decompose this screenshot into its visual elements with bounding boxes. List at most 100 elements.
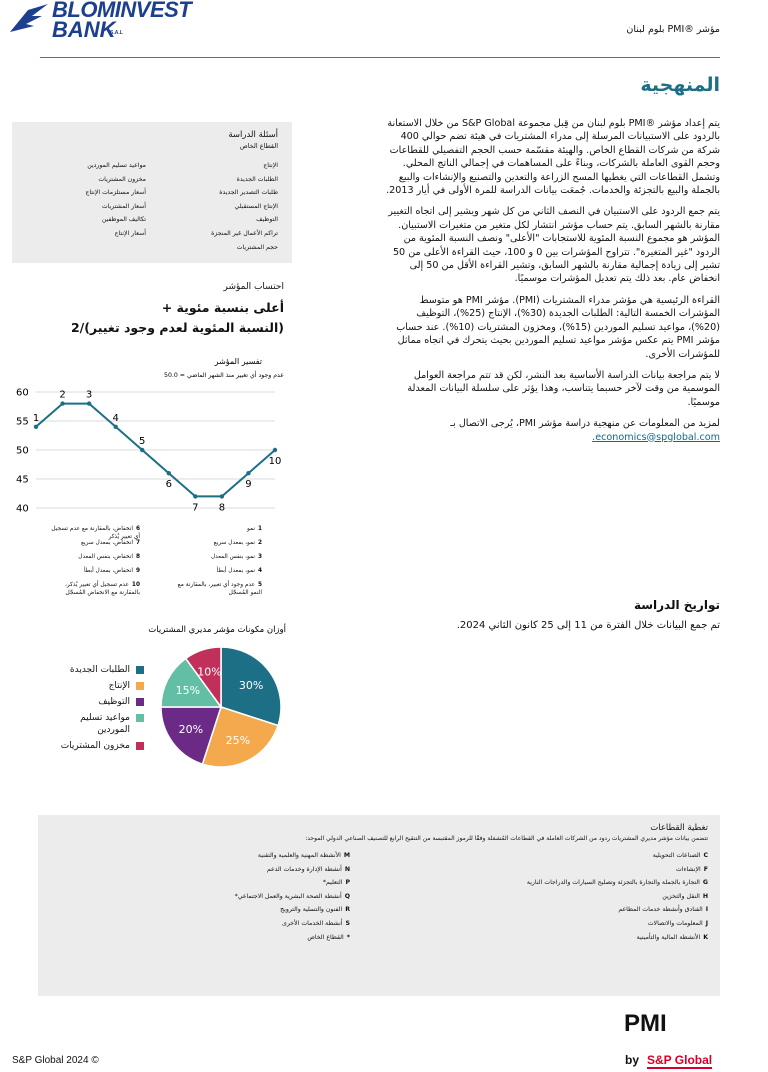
sector-item: Sأنشطة الخدمات الأخرى bbox=[282, 920, 350, 927]
report-title: مؤشر ®PMI بلوم لبنان bbox=[626, 24, 720, 35]
note-item: 5عدم وجود أي تغيير، بالمقارنة مع النمو ا… bbox=[170, 582, 262, 597]
sector-code: M bbox=[343, 852, 350, 859]
sector-code: Q bbox=[344, 892, 350, 900]
note-text: عدم تسجيل أي تغيير يُذكر، بالمقارنة مع ا… bbox=[65, 582, 140, 596]
question-item: تكاليف الموظفين bbox=[101, 216, 146, 224]
sector-item: Rالفنون والتسلية والترويج bbox=[280, 906, 350, 913]
question-item: تراكم الأعمال غير المنجزة bbox=[211, 230, 278, 237]
slice-label: 20% bbox=[179, 723, 203, 736]
point bbox=[86, 401, 92, 406]
sector-code: K bbox=[703, 933, 708, 941]
sector-name: القطاع الخاص bbox=[307, 933, 344, 941]
pie-slice bbox=[184, 646, 222, 710]
point bbox=[140, 447, 145, 453]
pie-slice bbox=[160, 657, 223, 708]
box-title: أسئلة الدراسة bbox=[228, 130, 278, 140]
note-item: 4نمو، بمعدل أبطأ bbox=[170, 568, 262, 576]
box-title: تغطية القطاعات bbox=[650, 823, 708, 833]
point bbox=[113, 424, 118, 429]
point bbox=[193, 494, 198, 499]
note-item: 10عدم تسجيل أي تغيير يُذكر، بالمقارنة مع… bbox=[48, 582, 140, 597]
note-text: نمو، بنفس المعدل bbox=[210, 554, 255, 560]
email-link[interactable]: economics@spglobal.com. bbox=[592, 431, 720, 443]
formula: (النسبة المئوية لعدم وجود تغيير)/2 bbox=[70, 320, 284, 335]
chart-title: أوزان مكونات مؤشر مديري المشتريات bbox=[148, 623, 286, 635]
sector-item: Jالمعلومات والاتصالات bbox=[648, 920, 708, 927]
sector-item: Nأنشطة الإدارة وخدمات الدعم bbox=[267, 866, 350, 873]
question-item: أسعار المشتريات bbox=[101, 202, 146, 210]
sector-name: الفنون والتسلية والترويج bbox=[280, 906, 343, 914]
sector-name: المعلومات والاتصالات bbox=[647, 920, 703, 927]
point-label: 4 bbox=[112, 413, 118, 424]
sector-item: *القطاع الخاص bbox=[307, 934, 350, 941]
question-item: الإنتاج bbox=[263, 162, 278, 169]
sector-code: R bbox=[345, 906, 350, 914]
logo-suffix: S.A.L bbox=[110, 30, 123, 36]
point-label: 6 bbox=[166, 479, 172, 490]
note-number: 2 bbox=[257, 540, 262, 546]
y-tick-label: 50 bbox=[16, 446, 29, 457]
legend-label: مواعيد تسليم الموردين bbox=[80, 713, 130, 735]
point-label: 1 bbox=[33, 413, 39, 424]
sector-item: Qأنشطة الصحة البشرية والعمل الاجتماعي* bbox=[235, 893, 350, 900]
note-number: 6 bbox=[135, 526, 140, 532]
note-item: 2نمو، بمعدل سريع bbox=[170, 540, 262, 548]
brand-by: by bbox=[625, 1053, 640, 1067]
legend-swatch bbox=[136, 698, 144, 706]
sector-item: Fالإنشاءات bbox=[676, 866, 708, 873]
note-item: 9انخفاض، بمعدل أبطأ bbox=[48, 568, 140, 576]
logo-text: BANK bbox=[52, 17, 116, 42]
note-number: 1 bbox=[257, 526, 262, 532]
slice-label: 15% bbox=[176, 684, 200, 697]
note-text: عدم وجود أي تغيير، بالمقارنة مع النمو ال… bbox=[177, 582, 262, 596]
note-number: 5 bbox=[257, 582, 262, 588]
pie-slice bbox=[220, 646, 282, 727]
section-title: المنهجية bbox=[640, 74, 720, 96]
point bbox=[219, 494, 225, 499]
note-item: 6انخفاض، بالمقارنة مع عدم تسجيل أي تغيير… bbox=[48, 526, 140, 541]
note-number: 3 bbox=[257, 554, 262, 560]
paragraph: يتم جمع الردود على الاستبيان في النصف ال… bbox=[388, 206, 720, 285]
logo-icon bbox=[10, 4, 48, 32]
y-tick-label: 45 bbox=[16, 475, 29, 486]
calc-title: احتساب المؤشر bbox=[223, 282, 285, 292]
sector-name: أنشطة الإدارة وخدمات الدعم bbox=[266, 865, 342, 873]
paragraph: لمزيد من المعلومات عن منهجية دراسة مؤشر … bbox=[383, 417, 720, 444]
sector-name: الصناعات التحويلية bbox=[652, 852, 701, 859]
point bbox=[246, 471, 251, 476]
sector-name: النقل والتخزين bbox=[662, 892, 700, 900]
sector-name: الأنشطة المهنية والعلمية والتقنية bbox=[257, 852, 341, 859]
point-label: 3 bbox=[86, 390, 92, 401]
sector-name: الإنشاءات bbox=[675, 865, 701, 873]
point-label: 5 bbox=[139, 436, 145, 447]
note-text: انخفاض، بمعدل سريع bbox=[80, 540, 133, 546]
note-text: نمو، بمعدل أبطأ bbox=[216, 568, 255, 574]
y-tick-label: 40 bbox=[16, 504, 29, 515]
survey-dates-text: تم جمع البيانات خلال الفترة من 11 إلى 25… bbox=[456, 620, 720, 631]
question-item: مواعيد تسليم الموردين bbox=[87, 162, 146, 169]
sector-code: I bbox=[705, 906, 708, 914]
legend-swatch bbox=[136, 714, 144, 722]
sector-name: الأنشطة المالية والتأمينية bbox=[636, 933, 701, 941]
header-rule bbox=[40, 57, 720, 58]
legend-swatch bbox=[136, 742, 144, 750]
box-subtitle: القطاع الخاص bbox=[239, 142, 278, 150]
question-item: أسعار الإنتاج bbox=[114, 230, 146, 237]
question-item: التوظيف bbox=[256, 216, 278, 224]
paragraph: لا يتم مراجعة بيانات الدراسة الأساسية بع… bbox=[407, 369, 720, 408]
copyright: S&P Global 2024 © bbox=[12, 1055, 99, 1066]
legend-swatch bbox=[136, 682, 144, 690]
paragraph: القراءة الرئيسية هي مؤشر مدراء المشتريات… bbox=[396, 294, 720, 360]
note-number: 10 bbox=[131, 582, 140, 588]
legend-swatch bbox=[136, 666, 144, 674]
contact-text: لمزيد من المعلومات عن منهجية دراسة مؤشر … bbox=[450, 418, 720, 430]
point bbox=[166, 471, 171, 476]
point bbox=[60, 401, 65, 406]
note-item: 8انخفاض، بنفس المعدل bbox=[48, 554, 140, 562]
sector-name: التجارة بالجملة والتجارة بالتجزئة وتصليح… bbox=[526, 879, 700, 887]
note-number: 7 bbox=[135, 540, 140, 546]
sector-item: Mالأنشطة المهنية والعلمية والتقنية bbox=[258, 852, 350, 859]
paragraph: يتم إعداد مؤشر ®PMI بلوم لبنان من قِبل م… bbox=[386, 118, 720, 197]
point-label: 2 bbox=[59, 390, 65, 401]
